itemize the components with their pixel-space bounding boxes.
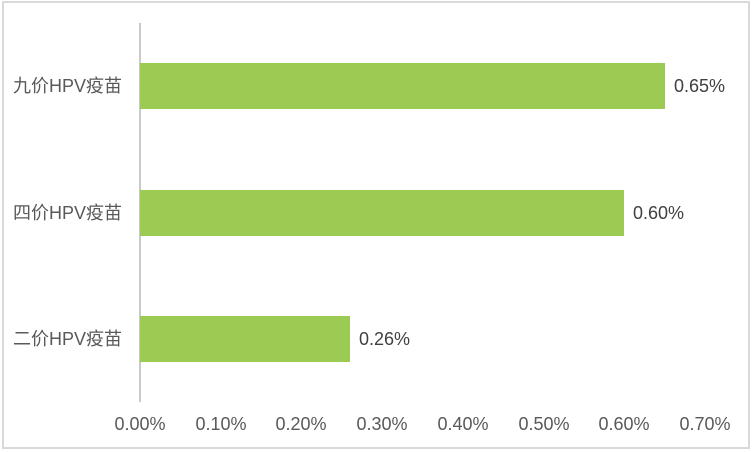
bar — [140, 316, 350, 362]
x-axis-tick-label: 0.30% — [356, 414, 408, 434]
data-label: 0.60% — [633, 203, 685, 223]
x-axis-tick-label: 0.10% — [195, 414, 247, 434]
x-axis-tick-label: 0.70% — [679, 414, 731, 434]
bar — [140, 63, 665, 109]
category-label: 九价HPV疫苗 — [12, 76, 122, 96]
data-label: 0.65% — [674, 76, 726, 96]
bar — [140, 190, 624, 236]
x-axis-tick-label: 0.50% — [518, 414, 570, 434]
x-axis-tick-label: 0.40% — [437, 414, 489, 434]
data-label: 0.26% — [359, 329, 411, 349]
category-label: 二价HPV疫苗 — [12, 329, 122, 349]
x-axis-tick-label: 0.60% — [598, 414, 650, 434]
x-axis-tick-label: 0.20% — [275, 414, 327, 434]
x-axis-tick-label: 0.00% — [114, 414, 166, 434]
category-label: 四价HPV疫苗 — [12, 203, 122, 223]
